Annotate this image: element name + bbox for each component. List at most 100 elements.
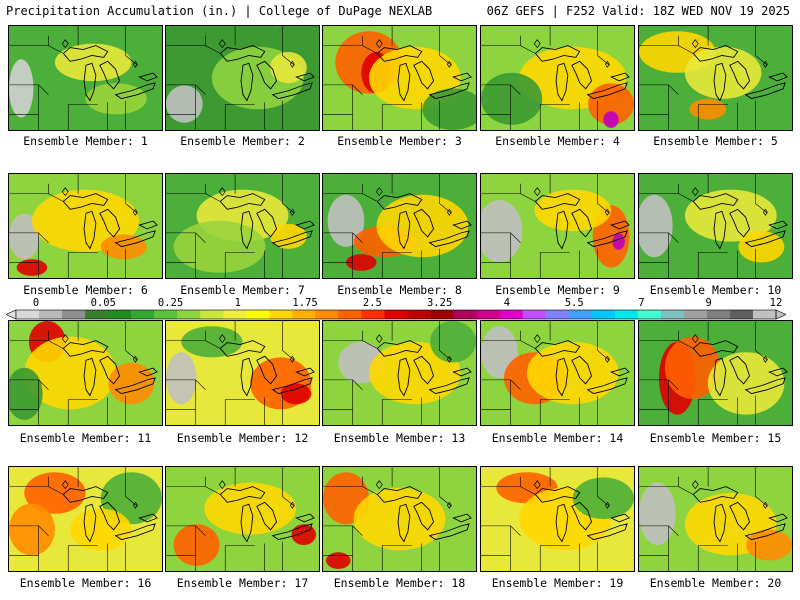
ensemble-member-label: Ensemble Member: 12 <box>176 431 309 445</box>
colorbar-swatch <box>591 310 616 319</box>
ensemble-member-label: Ensemble Member: 17 <box>176 576 309 590</box>
precip-field <box>323 26 476 130</box>
ensemble-member-label: Ensemble Member: 4 <box>495 134 620 148</box>
state-borders <box>481 174 610 278</box>
precip-contour <box>270 223 307 249</box>
ensemble-member-map <box>322 173 477 279</box>
colorbar-tick-label: 2.5 <box>362 297 382 309</box>
precip-field <box>481 174 634 278</box>
state-borders <box>639 174 768 278</box>
precip-contour <box>181 326 243 358</box>
colorbar-swatch <box>522 310 546 319</box>
precip-contour <box>534 189 612 232</box>
precip-contour <box>639 194 673 258</box>
precip-contour <box>481 72 543 125</box>
station-marker <box>375 334 452 363</box>
state-borders <box>323 321 452 425</box>
precipitation-colorbar: 0 0.05 0.25 1 1.75 2.5 3.25 4 5.5 7 9 12 <box>6 297 796 323</box>
ensemble-member-label: Ensemble Member: 20 <box>649 576 782 590</box>
ensemble-member-map <box>322 25 477 131</box>
colorbar-swatch <box>292 310 316 319</box>
great-lakes-outline <box>534 486 630 543</box>
precip-contour <box>353 487 446 551</box>
colorbar-swatch <box>545 310 570 319</box>
ensemble-member-label: Ensemble Member: 10 <box>649 283 782 297</box>
colorbar-swatch <box>430 310 454 319</box>
ensemble-member-label: Ensemble Member: 3 <box>337 134 462 148</box>
station-marker <box>533 480 610 509</box>
colorbar-tick-label: 0.05 <box>90 297 116 309</box>
station-marker <box>691 39 768 68</box>
precip-contour <box>9 213 40 260</box>
colorbar-swatch <box>39 310 63 319</box>
ensemble-member-map <box>8 466 163 572</box>
ensemble-member-map <box>165 466 320 572</box>
colorbar-swatch <box>131 310 155 319</box>
ensemble-member-label: Ensemble Member: 1 <box>23 134 148 148</box>
precip-contour <box>108 362 155 405</box>
great-lakes-outline <box>534 45 630 102</box>
colorbar-swatch <box>154 310 178 319</box>
precip-field <box>639 174 792 278</box>
ensemble-member-map <box>480 173 635 279</box>
precip-field <box>9 321 162 425</box>
colorbar-swatch <box>200 310 224 319</box>
great-lakes-outline <box>219 45 315 102</box>
map-title: Precipitation Accumulation (in.) | Colle… <box>6 4 433 18</box>
precip-contour <box>738 231 785 263</box>
colorbar-tick-label: 12 <box>769 297 783 309</box>
ensemble-member-map <box>480 466 635 572</box>
precip-field <box>639 321 792 425</box>
colorbar-swatch <box>361 310 385 319</box>
precip-contour <box>572 477 634 519</box>
precip-contour <box>689 98 727 120</box>
ensemble-member-label: Ensemble Member: 14 <box>491 431 624 445</box>
colorbar-swatch <box>476 310 500 319</box>
ensemble-member-map <box>8 320 163 426</box>
ensemble-member-label: Ensemble Member: 7 <box>180 283 305 297</box>
ensemble-member-map <box>8 25 163 131</box>
colorbar-swatch <box>683 310 708 319</box>
precip-contour <box>173 220 266 273</box>
ensemble-member-map <box>480 320 635 426</box>
ensemble-member-label: Ensemble Member: 13 <box>333 431 466 445</box>
precip-contour <box>368 341 461 405</box>
ensemble-member-map <box>638 320 793 426</box>
colorbar-tick-label: 7 <box>638 297 645 309</box>
ensemble-member-map <box>322 466 477 572</box>
colorbar-tick-label: 3.25 <box>426 297 453 309</box>
precip-contour <box>24 336 117 410</box>
ensemble-member-label: Ensemble Member: 15 <box>649 431 782 445</box>
precip-contour <box>326 552 351 569</box>
state-borders <box>639 26 768 130</box>
precip-field <box>481 467 634 571</box>
precip-contour <box>270 52 307 84</box>
station-marker <box>375 187 452 216</box>
ensemble-member-label: Ensemble Member: 9 <box>495 283 620 297</box>
colorbar-swatch <box>637 310 662 319</box>
station-marker <box>533 39 610 68</box>
station-marker <box>61 187 138 216</box>
precip-contour <box>280 383 312 405</box>
precip-contour <box>327 194 365 247</box>
precip-contour <box>481 200 523 263</box>
precip-contour <box>100 234 147 260</box>
station-marker <box>218 39 295 68</box>
state-borders <box>166 321 295 425</box>
precip-contour <box>166 85 203 123</box>
precip-field <box>166 174 319 278</box>
colorbar-tick-label: 0.25 <box>157 297 184 309</box>
precip-contour <box>54 43 132 82</box>
colorbar-swatch <box>568 310 593 319</box>
precip-contour <box>526 341 619 405</box>
precip-field <box>639 467 792 571</box>
state-borders <box>166 26 295 130</box>
precip-field <box>9 26 162 130</box>
precip-contour <box>291 524 316 545</box>
precip-field <box>323 467 476 571</box>
state-borders <box>639 467 768 571</box>
colorbar-swatch <box>660 310 685 319</box>
precip-contour <box>430 321 476 363</box>
station-marker <box>375 480 452 509</box>
precip-contour <box>173 524 220 566</box>
